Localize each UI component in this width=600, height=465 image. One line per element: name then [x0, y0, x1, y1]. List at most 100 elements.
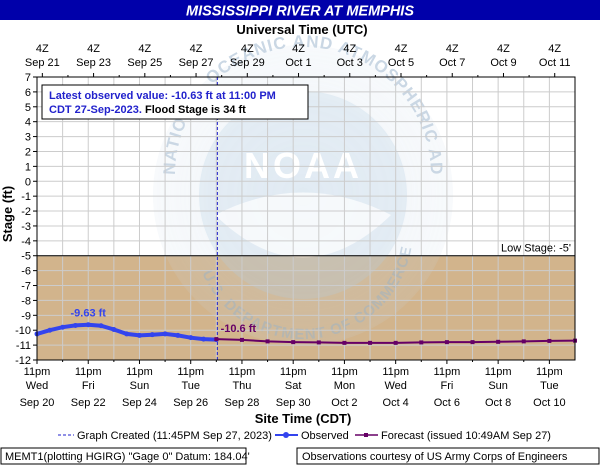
- top-tick-hour: 4Z: [548, 43, 561, 55]
- bottom-tick-time: 11pm: [229, 366, 256, 378]
- observed-point: [111, 326, 117, 332]
- forecast-point: [342, 340, 347, 345]
- title-banner: [0, 0, 600, 20]
- bottom-tick-time: 11pm: [485, 366, 512, 378]
- y-tick-label: -1: [21, 191, 31, 203]
- top-tick-date: Oct 3: [337, 57, 363, 69]
- bottom-tick-date: Sep 22: [71, 397, 106, 409]
- y-tick-label: 3: [25, 132, 31, 144]
- y-tick-label: -2: [21, 206, 31, 218]
- bottom-tick-date: Sep 24: [122, 397, 157, 409]
- legend-observed-label: Observed: [301, 430, 349, 442]
- top-tick-date: Oct 11: [539, 57, 571, 69]
- forecast-point: [393, 340, 398, 345]
- legend-created-label: Graph Created (11:45PM Sep 27, 2023): [77, 430, 272, 442]
- bottom-tick-time: 11pm: [434, 366, 461, 378]
- top-tick-date: Sep 21: [25, 57, 60, 69]
- info-box-frame: [41, 84, 309, 120]
- bottom-tick-day: Wed: [26, 380, 48, 392]
- info-box: Latest observed value: -10.63 ft at 11:0…: [41, 84, 309, 120]
- footer-right-box: [296, 447, 600, 465]
- info-line-2: CDT 27-Sep-2023. Flood Stage is 34 ft: [49, 104, 246, 116]
- bottom-tick-day: Thu: [232, 380, 251, 392]
- footer-right-text: Observations courtesy of US Army Corps o…: [302, 451, 568, 463]
- top-tick-hour: 4Z: [190, 43, 203, 55]
- info-line-2-date: CDT 27-Sep-2023.: [49, 104, 142, 116]
- forecast-point: [470, 340, 475, 345]
- forecast-point: [444, 340, 449, 345]
- y-tick-label: -12: [15, 355, 31, 367]
- forecast-point: [419, 340, 424, 345]
- top-tick-date: Sep 23: [76, 57, 111, 69]
- legend-observed-marker: [283, 432, 289, 438]
- bottom-axis-ticks: 11pm Wed Sep 20 11pm Fri Sep 22 11pm Sun Sep 24 1…: [20, 360, 566, 409]
- forecast-point: [265, 339, 270, 344]
- bottom-tick-date: Sep 20: [20, 397, 55, 409]
- observed-point: [72, 322, 78, 328]
- y-axis-ticks: 7 6 5 4 3 2 1 0 -1 -2 -3 -4 -5 -6 -7 -8 -9 -10 -11 -12: [15, 72, 37, 367]
- bottom-tick-date: Oct 10: [533, 397, 565, 409]
- y-tick-label: 0: [25, 176, 31, 188]
- forecast-point: [496, 339, 501, 344]
- observed-point: [60, 324, 66, 330]
- observed-point: [201, 336, 207, 342]
- y-tick-label: -5: [21, 251, 31, 263]
- bottom-tick-day: Tue: [540, 380, 559, 392]
- bottom-tick-day: Sat: [285, 380, 302, 392]
- top-tick-hour: 4Z: [395, 43, 408, 55]
- bottom-tick-day: Mon: [334, 380, 355, 392]
- forecast-point: [214, 337, 219, 342]
- bottom-tick-date: Sep 26: [173, 397, 208, 409]
- y-tick-label: 1: [25, 161, 31, 173]
- y-tick-label: 7: [25, 72, 31, 84]
- y-tick-label: -4: [21, 236, 31, 248]
- observed-point: [136, 332, 142, 338]
- legend-forecast-label: Forecast (issued 10:49AM Sep 27): [381, 430, 551, 442]
- legend-forecast-marker: [364, 433, 368, 437]
- top-tick-date: Oct 1: [285, 57, 311, 69]
- y-tick-label: -3: [21, 221, 31, 233]
- forecast-point: [239, 337, 244, 342]
- bottom-tick-time: 11pm: [177, 366, 204, 378]
- info-line-2-flood: Flood Stage is 34 ft: [142, 104, 246, 116]
- observed-peak-label: -9.63 ft: [71, 308, 107, 320]
- forecast-point: [316, 340, 321, 345]
- top-axis-ticks: 4Z Sep 21 4Z Sep 23 4Z Sep 25 4Z Sep 27 4Z Sep 29…: [25, 43, 571, 77]
- y-tick-label: -11: [16, 340, 31, 352]
- bottom-tick-date: Oct 6: [434, 397, 460, 409]
- observed-point: [124, 331, 130, 337]
- bottom-tick-date: Sep 28: [225, 397, 260, 409]
- top-tick-hour: 4Z: [36, 43, 49, 55]
- bottom-axis-title: Site Time (CDT): [255, 411, 352, 426]
- bottom-tick-day: Wed: [384, 380, 406, 392]
- observed-point: [175, 332, 181, 338]
- bottom-tick-day: Sun: [488, 380, 508, 392]
- bottom-tick-day: Fri: [82, 380, 95, 392]
- y-tick-label: -7: [21, 281, 31, 293]
- bottom-tick-time: 11pm: [280, 366, 307, 378]
- top-tick-date: Sep 25: [127, 57, 162, 69]
- top-tick-date: Oct 9: [490, 57, 516, 69]
- forecast-point: [368, 340, 373, 345]
- y-axis-title: Stage (ft): [0, 186, 15, 242]
- bottom-tick-day: Tue: [181, 380, 200, 392]
- observed-point: [162, 331, 168, 337]
- bottom-tick-time: 11pm: [382, 366, 409, 378]
- y-tick-label: -8: [21, 295, 31, 307]
- y-tick-label: 6: [25, 87, 31, 99]
- bottom-tick-time: 11pm: [331, 366, 358, 378]
- bottom-tick-time: 11pm: [24, 366, 51, 378]
- info-line-1: Latest observed value: -10.63 ft at 11:0…: [49, 90, 276, 102]
- top-tick-hour: 4Z: [343, 43, 356, 55]
- bottom-tick-date: Oct 2: [331, 397, 357, 409]
- forecast-point: [521, 339, 526, 344]
- y-tick-label: 2: [25, 146, 31, 158]
- footer-left-text: MEMT1(plotting HGIRG) "Gage 0" Datum: 18…: [5, 451, 250, 463]
- bottom-tick-date: Oct 4: [383, 397, 409, 409]
- y-tick-label: -9: [21, 310, 31, 322]
- y-tick-label: 5: [25, 102, 31, 114]
- top-tick-hour: 4Z: [87, 43, 100, 55]
- top-tick-date: Sep 29: [230, 57, 265, 69]
- observed-point: [188, 335, 194, 341]
